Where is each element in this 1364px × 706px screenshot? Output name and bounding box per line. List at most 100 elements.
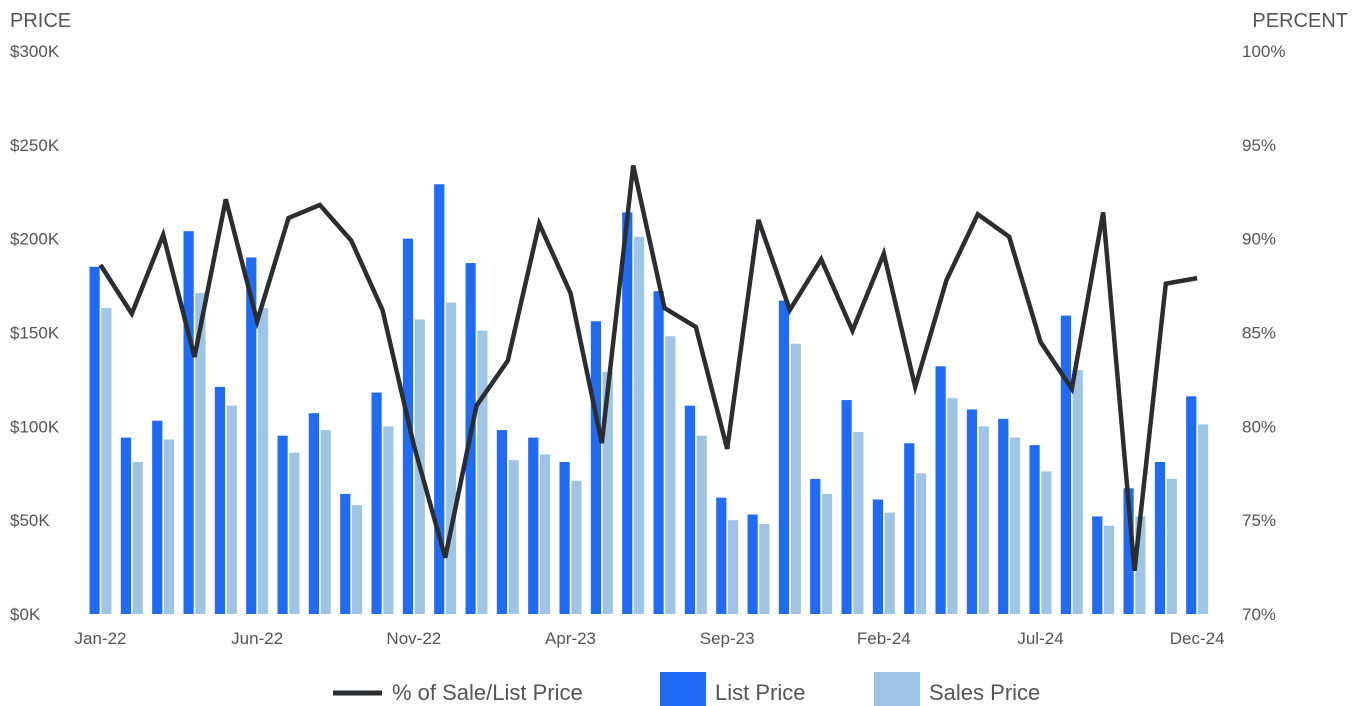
list-price-bar (1186, 396, 1197, 614)
list-price-bar (1154, 461, 1166, 614)
list-price-bar (308, 413, 320, 614)
sales-price-bar (1072, 370, 1083, 614)
sales-price-bar (759, 523, 770, 614)
sales-price-bar (477, 330, 488, 614)
left-tick-label: $200K (10, 230, 60, 249)
legend-swatch-sales-price (874, 672, 920, 706)
x-tick-label: Nov-22 (386, 629, 441, 648)
right-tick-label: 95% (1242, 136, 1276, 155)
list-price-bar (778, 300, 790, 614)
bar-series (89, 184, 1209, 615)
legend-label-percent: % of Sale/List Price (392, 680, 583, 705)
legend-label-list-price: List Price (715, 680, 805, 705)
list-price-bar (653, 291, 664, 614)
sales-price-bar (727, 520, 739, 614)
percent-line-series (98, 165, 1198, 572)
left-tick-label: $0K (10, 605, 41, 624)
list-price-bar (998, 418, 1009, 614)
left-tick-label: $250K (10, 136, 60, 155)
x-tick-label: Jun-22 (231, 629, 283, 648)
legend-label-sales-price: Sales Price (929, 680, 1040, 705)
x-tick-label: Sep-23 (700, 629, 755, 648)
left-tick-label: $150K (10, 324, 60, 343)
left-tick-label: $100K (10, 417, 60, 436)
sales-price-bar (947, 398, 958, 614)
list-price-bar (1123, 488, 1134, 614)
left-axis-ticks: $0K $50K $100K $150K $200K $250K $300K (10, 42, 60, 624)
list-price-bar (434, 184, 445, 614)
list-price-bar (747, 514, 758, 614)
right-tick-label: 80% (1242, 417, 1276, 436)
sales-price-bar (257, 308, 269, 614)
left-tick-label: $300K (10, 42, 60, 61)
list-price-bar (277, 435, 288, 614)
percent-line (98, 165, 1198, 572)
list-price-bar (371, 392, 382, 614)
list-price-bar (559, 461, 570, 614)
right-tick-label: 75% (1242, 511, 1276, 530)
x-axis-ticks: Jan-22 Jun-22 Nov-22 Apr-23 Sep-23 Feb-24 Jul-… (75, 629, 1225, 648)
legend-swatch-list-price (660, 672, 706, 706)
list-price-bar (590, 321, 602, 614)
sales-price-bar (821, 493, 833, 614)
left-tick-label: $50K (10, 511, 50, 530)
sales-price-bar (602, 371, 613, 614)
sales-price-bar (320, 430, 331, 614)
sales-price-bar (1009, 437, 1021, 614)
sales-price-bar (571, 480, 582, 614)
list-price-bar (904, 443, 915, 614)
list-price-bar (120, 437, 132, 614)
right-tick-label: 70% (1242, 605, 1276, 624)
list-price-bar (935, 366, 946, 614)
sales-price-bar (383, 426, 394, 614)
x-tick-label: Dec-24 (1170, 629, 1225, 648)
sales-price-bar (1103, 525, 1115, 614)
list-price-bar (1029, 445, 1040, 614)
sales-price-bar (445, 302, 457, 614)
list-price-bar (841, 400, 852, 614)
right-tick-label: 85% (1242, 324, 1276, 343)
list-price-bar (183, 231, 194, 614)
sales-price-bar (633, 236, 645, 615)
sales-price-bar (195, 293, 206, 614)
list-price-bar (872, 499, 884, 614)
right-axis-title: PERCENT (1252, 10, 1348, 32)
x-tick-label: Feb-24 (857, 629, 911, 648)
list-price-bar (1060, 315, 1072, 614)
sales-price-bar (1041, 471, 1052, 614)
x-tick-label: Jan-22 (75, 629, 127, 648)
sales-price-bar (884, 512, 895, 614)
legend: % of Sale/List Price List Price Sales Pric… (333, 672, 1040, 706)
sales-price-bar (853, 431, 864, 614)
right-tick-label: 90% (1242, 230, 1276, 249)
list-price-bar (966, 409, 978, 614)
sales-price-bar (790, 343, 801, 614)
sales-price-bar (1135, 516, 1146, 614)
list-price-bar (810, 478, 821, 614)
x-tick-label: Apr-23 (545, 629, 596, 648)
sales-price-bar (696, 435, 707, 614)
list-price-bar (528, 437, 539, 614)
list-price-bar (246, 257, 257, 614)
list-price-bar (340, 493, 351, 614)
sales-price-bar (1197, 424, 1209, 614)
sales-price-bar (978, 426, 989, 614)
x-tick-label: Jul-24 (1017, 629, 1063, 648)
left-axis-title: PRICE (10, 10, 71, 32)
list-price-bar (152, 420, 163, 614)
sales-price-bar (665, 336, 676, 614)
list-price-bar (496, 430, 508, 614)
list-price-bar (89, 266, 100, 614)
sales-price-bar (289, 452, 300, 614)
sales-price-bar (1166, 478, 1177, 614)
sales-price-bar (915, 473, 927, 614)
sales-price-bar (226, 405, 237, 614)
sales-price-bar (132, 461, 143, 614)
sales-price-bar (539, 454, 551, 614)
sales-price-bar (163, 439, 175, 614)
list-price-bar (622, 212, 633, 615)
right-axis-ticks: 70% 75% 80% 85% 90% 95% 100% (1242, 42, 1285, 624)
right-tick-label: 100% (1242, 42, 1285, 61)
list-price-bar (716, 497, 727, 614)
